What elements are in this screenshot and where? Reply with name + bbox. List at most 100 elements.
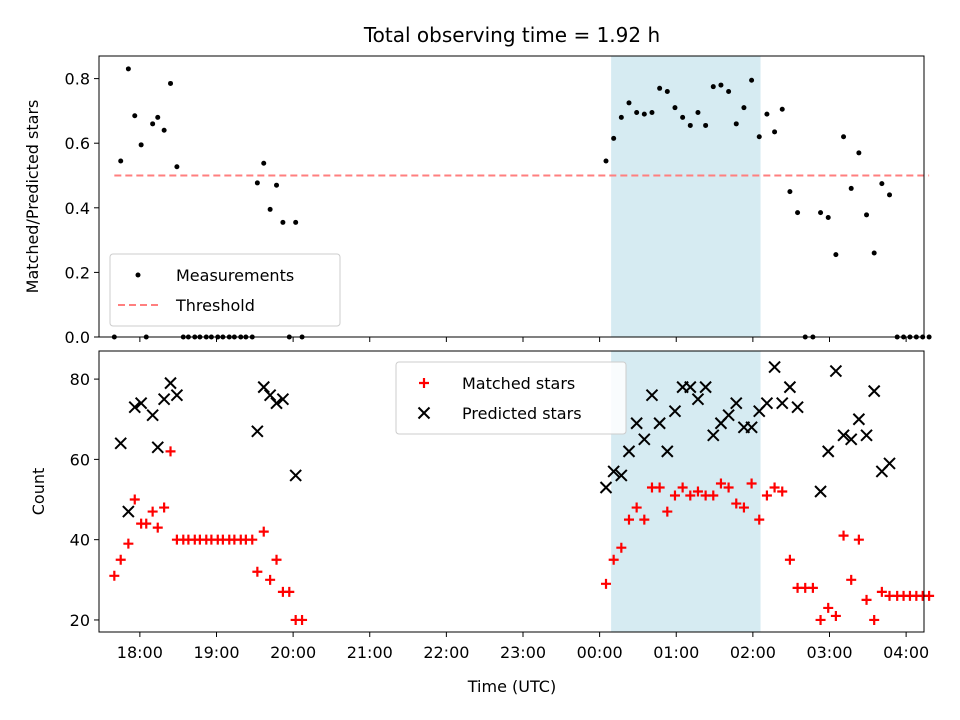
predicted-star-point	[134, 396, 148, 410]
legend-entry-label: Threshold	[175, 296, 255, 315]
matched-star-point	[761, 490, 772, 501]
x-tick-label: 20:00	[270, 643, 316, 662]
predicted-star-point	[251, 425, 264, 438]
matched-star-point	[731, 498, 742, 509]
y-tick-label: 20	[70, 611, 90, 630]
x-axis-label: Time (UTC)	[467, 677, 556, 696]
matched-star-point	[639, 514, 650, 525]
matched-star-point	[141, 518, 152, 529]
matched-star-point	[608, 554, 619, 565]
predicted-star-point	[668, 405, 682, 418]
predicted-star-point	[867, 384, 881, 398]
measurement-point	[764, 111, 770, 117]
measurement-point	[657, 85, 663, 91]
legend-box	[109, 253, 341, 327]
matched-star-point	[823, 602, 834, 613]
x-tick-label: 03:00	[806, 643, 852, 662]
predicted-star-point	[822, 445, 835, 458]
matched-star-point	[869, 614, 880, 625]
predicted-star-point	[276, 392, 290, 406]
y-tick-label: 0.2	[65, 263, 90, 282]
legend-marker-plus	[419, 378, 429, 388]
legend-entry-label: Measurements	[176, 266, 294, 285]
measurement-point	[132, 113, 138, 119]
y-tick-label: 0.6	[65, 134, 90, 153]
matched-star-point	[708, 490, 719, 501]
highlight-band	[611, 351, 761, 632]
matched-star-point	[115, 554, 126, 565]
predicted-star-point	[852, 413, 866, 426]
matched-star-point	[662, 506, 673, 517]
y-axis-label: Matched/Predicted stars	[23, 100, 42, 294]
matched-star-point	[830, 610, 841, 621]
measurement-point	[174, 164, 180, 170]
matched-star-point	[623, 514, 634, 525]
x-tick-label: 18:00	[117, 643, 163, 662]
predicted-star-point	[289, 469, 302, 482]
measurement-point	[841, 134, 847, 140]
measurement-point	[741, 105, 747, 111]
matched-star-point	[631, 502, 642, 513]
measurement-point	[274, 182, 280, 188]
axes-frame	[98, 350, 925, 633]
y-tick-label: 40	[70, 531, 90, 550]
matched-star-point	[147, 506, 158, 517]
measurement-point	[871, 250, 877, 256]
predicted-star-point	[883, 457, 896, 470]
predicted-star-point	[607, 465, 620, 478]
measurement-point	[703, 122, 709, 128]
x-tick-label: 19:00	[193, 643, 239, 662]
measurement-point	[879, 181, 885, 187]
measurement-point	[718, 82, 724, 88]
measurement-point	[833, 252, 839, 258]
predicted-star-point	[684, 380, 697, 394]
matched-star-point	[616, 542, 627, 553]
measurement-point	[161, 127, 167, 133]
predicted-star-point	[257, 380, 270, 394]
predicted-star-point	[730, 396, 743, 410]
x-tick-label: 04:00	[883, 643, 929, 662]
matched-star-point	[669, 490, 680, 501]
predicted-star-point	[645, 388, 659, 402]
measurement-point	[603, 158, 609, 164]
predicted-star-point	[860, 429, 873, 442]
measurement-point	[267, 206, 273, 212]
matched-star-point	[784, 554, 795, 565]
matched-star-point	[654, 482, 665, 493]
measurement-point	[641, 111, 647, 117]
predicted-star-point	[622, 445, 636, 458]
legend-marker-x	[417, 406, 431, 420]
matched-star-point	[159, 502, 170, 513]
matched-star-point	[861, 594, 872, 605]
y-tick-label: 0.4	[65, 199, 90, 218]
matched-star-point	[284, 586, 295, 597]
predicted-star-point	[170, 388, 184, 402]
y-tick-label: 60	[70, 450, 90, 469]
predicted-star-point	[615, 469, 628, 482]
measurement-point	[772, 129, 778, 135]
predicted-star-point	[776, 396, 789, 410]
measurement-point	[695, 110, 701, 116]
matched-star-point	[601, 578, 612, 589]
measurement-point	[626, 100, 632, 106]
predicted-star-point	[146, 409, 159, 422]
predicted-star-point	[122, 505, 135, 518]
measurement-point	[710, 84, 716, 90]
matched-star-point	[165, 446, 176, 457]
predicted-star-point	[270, 396, 283, 410]
measurement-point	[756, 134, 762, 140]
measurement-point	[118, 158, 124, 164]
predicted-star-point	[791, 400, 804, 414]
measurement-point	[749, 77, 755, 83]
measurement-point	[155, 114, 161, 120]
matched-star-point	[746, 478, 757, 489]
predicted-star-point	[661, 445, 674, 458]
matched-star-point	[252, 566, 263, 577]
predicted-star-point	[691, 392, 705, 406]
x-tick-label: 23:00	[500, 643, 546, 662]
matched-star-point	[692, 486, 703, 497]
matched-star-point	[853, 534, 864, 545]
measurement-point	[261, 160, 267, 166]
legend-entry-label: Matched stars	[462, 374, 575, 393]
matched-star-point	[271, 554, 282, 565]
